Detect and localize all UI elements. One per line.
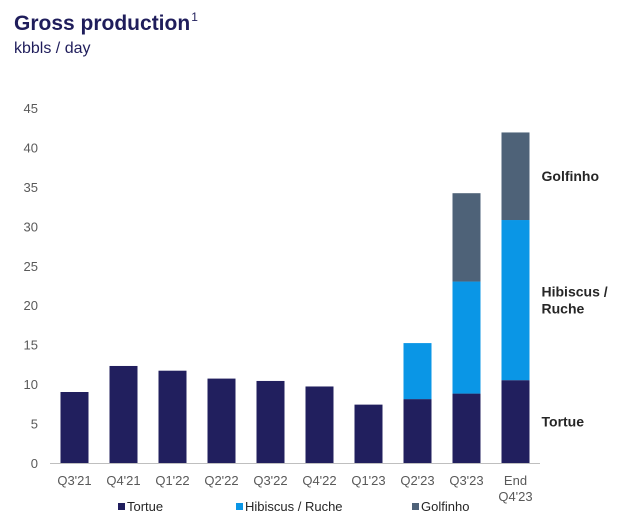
x-tick-label: Q1'22	[155, 473, 189, 488]
bar-golfinho	[452, 193, 481, 282]
chart-subtitle: kbbls / day	[14, 40, 91, 57]
y-tick-label: 15	[24, 338, 38, 353]
x-tick-label: Q3'23	[449, 473, 483, 488]
bar-tortue	[60, 392, 89, 463]
bar-tortue	[452, 393, 481, 463]
legend-swatch	[236, 503, 243, 510]
bar-tortue	[305, 386, 334, 463]
x-tick-label: Q2'23	[400, 473, 434, 488]
title-footnote-marker: 1	[191, 10, 198, 24]
legend-label: Hibiscus / Ruche	[245, 499, 343, 514]
y-tick-label: 20	[24, 298, 38, 313]
segment-label: Tortue	[542, 414, 585, 430]
y-tick-label: 45	[24, 101, 38, 116]
y-tick-label: 35	[24, 180, 38, 195]
bar-tortue	[158, 370, 187, 463]
segment-label: Hibiscus /	[542, 284, 608, 300]
bar-tortue	[256, 380, 285, 463]
chart-title: Gross production1	[14, 10, 198, 35]
y-tick-label: 10	[24, 377, 38, 392]
y-tick-label: 40	[24, 140, 38, 155]
x-tick-label: End	[504, 473, 527, 488]
x-tick-label: Q2'22	[204, 473, 238, 488]
legend-swatch	[412, 503, 419, 510]
legend-label: Golfinho	[421, 499, 469, 514]
bar-tortue	[109, 365, 138, 463]
x-tick-label: Q3'22	[253, 473, 287, 488]
x-tick-label: Q1'23	[351, 473, 385, 488]
segment-label: Golfinho	[542, 168, 600, 184]
y-tick-label: 25	[24, 259, 38, 274]
bar-golfinho	[501, 132, 530, 221]
segment-label: Ruche	[542, 301, 585, 317]
y-tick-label: 30	[24, 219, 38, 234]
bar-tortue	[403, 399, 432, 463]
bar-hibiscus-ruche	[501, 220, 530, 381]
bar-tortue	[207, 378, 236, 463]
x-tick-label: Q4'21	[106, 473, 140, 488]
x-tick-label: Q4'23	[498, 489, 532, 504]
legend-swatch	[118, 503, 125, 510]
y-tick-label: 0	[31, 456, 38, 471]
bar-hibiscus-ruche	[403, 343, 432, 400]
legend-label: Tortue	[127, 499, 163, 514]
x-tick-label: Q3'21	[57, 473, 91, 488]
y-tick-label: 5	[31, 417, 38, 432]
bar-tortue	[501, 380, 530, 463]
bar-tortue	[354, 404, 383, 463]
bar-hibiscus-ruche	[452, 281, 481, 394]
x-tick-label: Q4'22	[302, 473, 336, 488]
